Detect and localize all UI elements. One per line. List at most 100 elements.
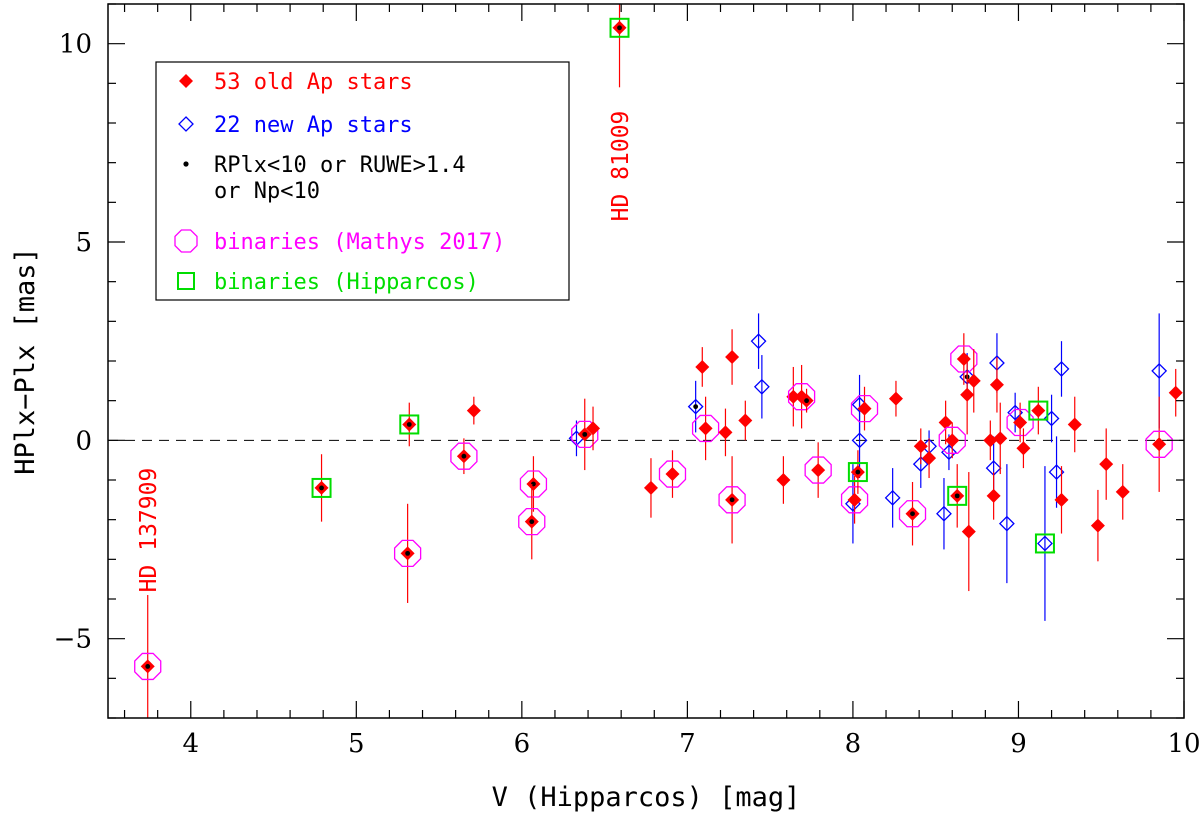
legend-new-marker: [178, 116, 194, 132]
new-ap-star-point: [851, 432, 868, 449]
mathys-binary-marker: [804, 456, 832, 484]
old-ap-star-point: [983, 433, 998, 448]
new-ap-star-point: [687, 398, 704, 415]
old-ap-star-point: [989, 377, 1004, 392]
legend-flag-label-2: or Np<10: [214, 179, 320, 204]
old-ap-star-point: [1115, 484, 1130, 499]
old-ap-star-point: [698, 421, 713, 436]
old-ap-star-point: [847, 492, 862, 507]
old-ap-star-point: [945, 433, 960, 448]
hipparcos-binary-marker: [1034, 533, 1055, 554]
new-ap-star-point: [998, 515, 1015, 532]
x-tick-label: 4: [182, 729, 199, 759]
old-ap-star-point: [1168, 385, 1183, 400]
new-ap-star-point: [884, 489, 901, 506]
flag-dot: [954, 493, 960, 499]
legend-hip-label: binaries (Hipparcos): [214, 270, 479, 295]
y-tick-label: 0: [75, 426, 92, 456]
old-ap-star-point: [811, 463, 826, 478]
old-ap-star-point: [857, 401, 872, 416]
y-tick-label: 5: [75, 228, 92, 258]
old-ap-star-point: [993, 431, 1008, 446]
new-ap-star-point: [1053, 361, 1070, 377]
old-ap-star-point: [776, 473, 791, 487]
new-ap-star-point: [1151, 362, 1168, 379]
old-ap-star-point: [1067, 417, 1082, 432]
mathys-binary-marker: [691, 414, 720, 443]
hipparcos-binary-marker: [311, 477, 332, 498]
new-ap-star-point: [753, 378, 770, 395]
x-tick-label: 8: [845, 729, 862, 759]
mathys-binary-marker: [938, 426, 966, 454]
legend: 53 old Ap stars 22 new Ap stars RPlx<10 …: [155, 61, 570, 301]
mathys-binary-marker: [658, 460, 687, 488]
old-ap-star-point: [938, 415, 953, 430]
axis-ticks: 4 5 6 7 8 9 10 −5 0 5 10: [54, 3, 1200, 759]
flag-dot: [145, 664, 151, 669]
mathys-binary-marker: [393, 539, 422, 568]
legend-flag-marker: [183, 161, 189, 167]
flag-dot: [405, 550, 411, 556]
x-tick-label: 5: [348, 729, 365, 759]
old-ap-star-point: [1090, 518, 1105, 533]
mathys-binary-marker: [1006, 408, 1034, 437]
flag-dot: [617, 25, 622, 31]
y-axis-label: HPlx−Plx [mas]: [10, 247, 41, 475]
old-ap-star-point: [986, 488, 1001, 503]
legend-mathys-marker: [174, 229, 198, 253]
plot-layer: [108, 4, 1184, 718]
old-ap-star-point: [786, 389, 801, 404]
x-tick-label: 9: [1010, 729, 1027, 759]
old-ap-star-point: [695, 359, 710, 374]
mathys-binary-marker: [134, 652, 162, 681]
old-ap-star-point: [960, 387, 975, 402]
flag-dot: [855, 469, 861, 475]
flag-dot: [319, 485, 324, 491]
mathys-binary-marker: [450, 442, 478, 470]
old-ap-star-point: [1031, 403, 1046, 418]
hipparcos-binary-marker: [847, 462, 868, 483]
old-ap-star-point: [1016, 441, 1031, 456]
old-ap-star-point: [718, 425, 733, 440]
mathys-binary-marker: [898, 500, 927, 528]
old-ap-star-point: [956, 352, 971, 367]
legend-mathys-label: binaries (Mathys 2017): [214, 230, 505, 255]
hipparcos-binary-marker: [399, 414, 420, 435]
old-ap-star-point: [738, 413, 753, 428]
flag-dot: [406, 422, 412, 427]
old-ap-star-point: [1152, 437, 1167, 452]
legend-old-marker: [179, 74, 193, 88]
mathys-binary-marker: [840, 486, 869, 514]
flag-dot: [582, 431, 588, 437]
new-ap-star-point: [1037, 535, 1053, 552]
hipparcos-binary-marker: [947, 485, 968, 506]
x-axis-label: V (Hipparcos) [mag]: [492, 782, 801, 813]
annotation-hd-81009: HD 81009: [608, 111, 634, 222]
flag-dot: [729, 497, 735, 503]
mathys-binary-marker: [1145, 430, 1173, 458]
flag-dot: [529, 519, 535, 525]
y-tick-label: 10: [59, 30, 92, 60]
flag-dot: [461, 453, 467, 459]
old-ap-star-point: [1013, 415, 1028, 430]
old-ap-star-point: [466, 403, 481, 418]
flag-dot: [693, 404, 699, 410]
flag-dot: [910, 511, 915, 517]
old-ap-star-point: [725, 350, 740, 365]
legend-hip-marker: [177, 272, 195, 290]
new-ap-star-point: [936, 505, 952, 522]
annotation-hd-137909: HD 137909: [136, 468, 162, 593]
mathys-binary-marker: [950, 345, 978, 373]
old-ap-star-point: [961, 524, 976, 539]
old-ap-star-point: [1099, 457, 1114, 472]
old-ap-star-point: [1054, 492, 1069, 507]
x-tick-label: 7: [679, 729, 696, 759]
new-ap-star-point: [912, 456, 929, 473]
x-tick-label: 10: [1167, 729, 1200, 759]
legend-box: [155, 61, 570, 301]
mathys-binary-marker: [718, 486, 746, 514]
new-ap-star-point: [750, 333, 767, 350]
old-ap-star-point: [888, 391, 903, 406]
mathys-binary-marker: [518, 507, 546, 536]
